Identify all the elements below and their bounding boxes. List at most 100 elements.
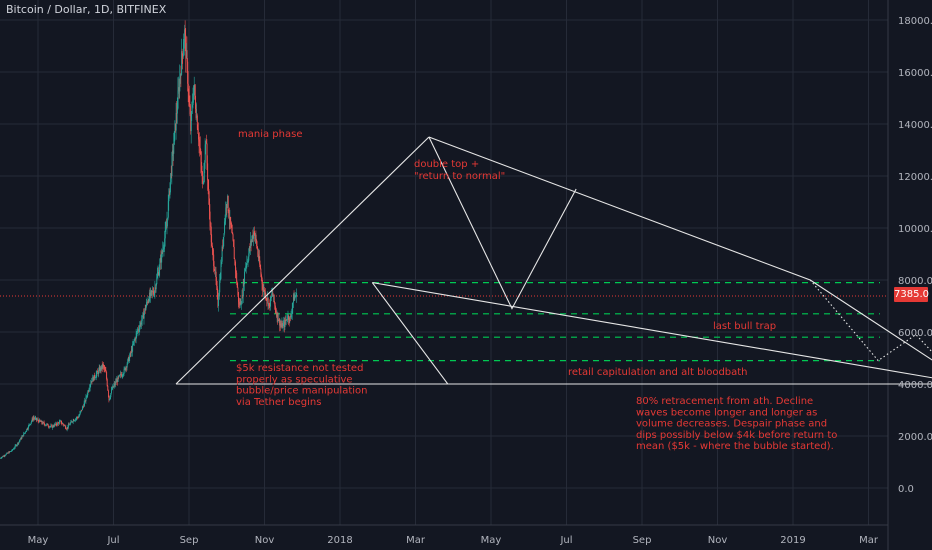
candle-body bbox=[207, 180, 209, 190]
candle-body bbox=[43, 422, 45, 423]
candle-body bbox=[118, 376, 120, 378]
candle-body bbox=[61, 423, 63, 424]
x-axis[interactable]: May Jul Sep Nov 2018 Mar May Jul Sep Nov 2019 Mar bbox=[28, 535, 879, 546]
candle-body bbox=[100, 367, 102, 370]
candle-body bbox=[127, 359, 129, 365]
candle-body bbox=[202, 176, 204, 183]
candle-body bbox=[278, 318, 280, 321]
candle-body bbox=[132, 344, 134, 352]
candle-body bbox=[92, 377, 94, 382]
candle-body bbox=[129, 352, 131, 357]
candle-body bbox=[236, 282, 238, 288]
candle-body bbox=[32, 418, 34, 421]
candle-body bbox=[39, 419, 41, 422]
candle-body bbox=[81, 407, 83, 411]
candle-body bbox=[153, 291, 155, 295]
current-price-badge: 7385.0 bbox=[894, 287, 929, 302]
candle-body bbox=[57, 422, 59, 424]
candle-body bbox=[121, 375, 123, 377]
candle-body bbox=[131, 349, 133, 352]
candle-body bbox=[245, 265, 247, 267]
candle-body bbox=[194, 85, 196, 96]
candle-body bbox=[216, 286, 218, 293]
candle-body bbox=[269, 303, 271, 307]
candle-body bbox=[51, 425, 53, 428]
candle-body bbox=[248, 253, 250, 261]
candle-body bbox=[281, 323, 283, 327]
annotation-retracement: dips possibly below $4k before return to bbox=[636, 430, 837, 441]
candle-body bbox=[224, 221, 226, 234]
candle-body bbox=[238, 301, 240, 305]
candle-body bbox=[2, 456, 4, 458]
candle-body bbox=[126, 364, 128, 368]
candle-body bbox=[75, 418, 77, 421]
candle-body bbox=[207, 163, 209, 181]
candle-body bbox=[80, 409, 82, 412]
candle-body bbox=[201, 171, 203, 177]
candle-body bbox=[49, 426, 51, 428]
candle-body bbox=[294, 296, 296, 298]
candle-body bbox=[29, 424, 31, 426]
candle-body bbox=[73, 419, 75, 421]
candle-body bbox=[288, 320, 290, 322]
candle-body bbox=[250, 240, 252, 243]
candle-body bbox=[103, 366, 105, 369]
candle-body bbox=[256, 239, 258, 247]
candle-body bbox=[134, 338, 136, 341]
candle-body bbox=[225, 207, 227, 209]
candle-body bbox=[211, 242, 213, 246]
candle-body bbox=[6, 453, 8, 454]
candle-body bbox=[14, 447, 16, 449]
candle-body bbox=[20, 437, 22, 440]
candle-body bbox=[215, 271, 217, 281]
annotation-resistance: via Tether begins bbox=[236, 397, 321, 408]
candle-body bbox=[107, 390, 109, 396]
candle-body bbox=[174, 123, 176, 132]
candle-body bbox=[220, 264, 222, 279]
y-axis[interactable]: 0.0 2000.0 4000.0 6000.0 8000.0 10000.0 12000.… bbox=[898, 16, 932, 495]
candle-body bbox=[143, 313, 144, 319]
candle-body bbox=[12, 449, 14, 451]
x-tick-label: Sep bbox=[180, 535, 199, 546]
candle-body bbox=[16, 445, 17, 446]
candle-body bbox=[278, 320, 279, 321]
candle-body bbox=[160, 257, 161, 263]
candle-body bbox=[28, 425, 30, 429]
candle-body bbox=[262, 289, 264, 291]
candle-body bbox=[130, 352, 132, 354]
candle-body bbox=[31, 421, 33, 423]
candle-body bbox=[126, 366, 128, 368]
x-tick-label: Nov bbox=[708, 535, 728, 546]
candle-body bbox=[233, 239, 235, 247]
candle-body bbox=[270, 297, 272, 307]
candle-body bbox=[181, 51, 183, 75]
candle-body bbox=[213, 254, 215, 267]
candle-body bbox=[210, 226, 212, 228]
candle-body bbox=[133, 341, 135, 344]
candle-body bbox=[212, 249, 214, 255]
candle-body bbox=[99, 368, 101, 372]
candle-body bbox=[228, 211, 230, 217]
candle-body bbox=[179, 77, 181, 92]
y-tick-label: 18000.0 bbox=[898, 16, 932, 27]
candle-body bbox=[169, 182, 171, 195]
candle-body bbox=[230, 224, 232, 228]
candle-body bbox=[235, 261, 236, 271]
candle-body bbox=[62, 423, 64, 425]
candle-body bbox=[169, 190, 170, 195]
candle-body bbox=[281, 325, 282, 327]
candle-body bbox=[46, 423, 48, 425]
candle-body bbox=[52, 425, 54, 427]
candle-body bbox=[219, 278, 221, 281]
candle-body bbox=[104, 368, 106, 370]
candle-body bbox=[31, 418, 33, 422]
candle-body bbox=[25, 432, 27, 433]
candle-body bbox=[11, 449, 13, 451]
candle-body bbox=[118, 375, 120, 377]
candle-body bbox=[72, 419, 74, 422]
candle-body bbox=[159, 262, 161, 270]
candle-body bbox=[143, 312, 145, 319]
candle-body bbox=[186, 50, 187, 59]
candle-body bbox=[279, 318, 281, 326]
